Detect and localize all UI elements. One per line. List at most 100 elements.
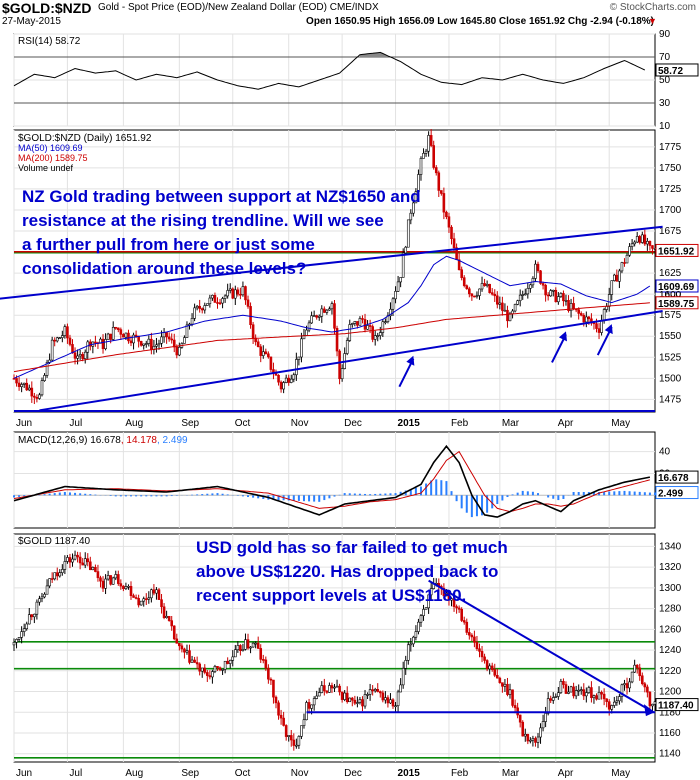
macd-histogram-bar xyxy=(318,495,321,502)
usd-candle xyxy=(574,690,578,697)
usd-frame xyxy=(13,533,656,763)
price-candle xyxy=(43,375,46,381)
price-candle xyxy=(615,274,619,282)
usd-candle xyxy=(35,601,39,615)
nzd-annotation-line: consolidation around these levels? xyxy=(22,259,306,278)
usd-candle xyxy=(236,645,240,651)
price-candle xyxy=(432,145,436,168)
usd-candle xyxy=(259,648,263,660)
macd-histogram-bar xyxy=(191,494,194,496)
usd-candle xyxy=(134,597,138,599)
usd-candle xyxy=(109,575,112,585)
price-candle xyxy=(198,305,201,309)
macd-histogram-bar xyxy=(572,492,575,496)
price-x-label: Aug xyxy=(125,418,143,429)
price-candle xyxy=(223,295,227,299)
price-candle xyxy=(633,241,636,245)
usd-candle xyxy=(188,650,191,663)
arrow-head-icon xyxy=(604,324,613,335)
macd-histogram-bar xyxy=(297,495,300,501)
price-candle xyxy=(27,387,31,391)
macd-histogram-bar xyxy=(292,495,295,501)
price-x-label: 2015 xyxy=(398,418,421,429)
price-candle xyxy=(267,353,270,358)
usd-candle xyxy=(562,681,565,685)
price-candle xyxy=(399,277,402,283)
usd-candle xyxy=(541,721,545,729)
price-candle xyxy=(345,340,349,354)
ma200-line xyxy=(13,302,650,373)
macd-histogram-bar xyxy=(89,494,92,496)
price-candle xyxy=(40,380,44,396)
usd-x-label: Dec xyxy=(344,768,362,779)
usd-candle xyxy=(89,561,92,571)
macd-histogram-bar xyxy=(43,494,46,496)
usd-x-label: Sep xyxy=(181,768,199,779)
macd-histogram-bar xyxy=(552,495,555,499)
usd-candle xyxy=(630,671,634,683)
macd-histogram-bar xyxy=(491,495,494,509)
macd-histogram-bar xyxy=(18,495,21,497)
price-candle xyxy=(630,243,634,247)
price-candle xyxy=(264,351,268,355)
usd-candle xyxy=(124,586,128,589)
macd-histogram-bar xyxy=(323,495,326,501)
usd-candle xyxy=(144,598,148,601)
usd-candle xyxy=(546,698,550,714)
usd-candle xyxy=(218,667,222,671)
usd-candle xyxy=(223,660,227,670)
usd-candle xyxy=(17,637,21,640)
price-legend-item: $GOLD:$NZD (Daily) 1651.92 xyxy=(18,133,152,144)
usd-candle xyxy=(114,574,118,579)
macd-histogram-bar xyxy=(48,493,51,496)
usd-candle xyxy=(378,691,382,694)
usd-candle xyxy=(68,557,72,563)
price-candle xyxy=(206,303,209,306)
price-candle xyxy=(53,339,56,342)
macd-histogram-bar xyxy=(84,493,87,496)
price-candle xyxy=(635,236,639,243)
macd-histogram-bar xyxy=(608,491,611,496)
usd-candle xyxy=(167,616,171,621)
usd-candle xyxy=(625,683,629,689)
usd-candle xyxy=(356,702,359,704)
price-candle xyxy=(541,283,545,286)
price-candle xyxy=(63,326,67,336)
macd-histogram-bar xyxy=(74,492,77,496)
price-tick-label: 1700 xyxy=(659,205,682,216)
macd-histogram-bar xyxy=(628,491,631,496)
usd-candle xyxy=(330,685,334,689)
macd-line xyxy=(13,444,651,518)
rsi-tick-label: 30 xyxy=(659,98,671,109)
price-candle xyxy=(366,325,369,330)
rsi-value-tag-box xyxy=(655,63,699,77)
macd-panel: 4020MACD(12,26,9) 16.678, 14.178, 2.4991… xyxy=(13,431,699,529)
usd-candle xyxy=(646,686,649,693)
usd-candle xyxy=(567,691,570,694)
usd-candle xyxy=(513,705,517,709)
price-candle xyxy=(289,378,293,383)
price-candle xyxy=(582,314,586,323)
usd-candle xyxy=(106,575,110,580)
price-candle xyxy=(129,340,133,344)
usd-candle xyxy=(648,691,652,707)
macd-histogram-bar xyxy=(603,491,606,496)
usd-candle xyxy=(307,702,311,709)
usd-candle xyxy=(272,679,275,698)
price-candle xyxy=(358,318,362,326)
macd-value-tag-box xyxy=(655,470,699,484)
usd-gold-panel: 1340 1320 1300 1280 1260 1240 1220 1200 1180 1160… xyxy=(12,533,699,779)
usd-candle xyxy=(137,598,140,606)
usd-candle xyxy=(557,692,560,697)
usd-down-trendline xyxy=(428,579,651,712)
price-candle xyxy=(134,334,138,337)
ma50-value-tag-box xyxy=(655,279,699,293)
price-candle xyxy=(498,302,502,305)
usd-candle xyxy=(328,685,331,693)
usd-candle xyxy=(38,598,41,603)
price-candle xyxy=(83,351,87,359)
rsi-line xyxy=(13,51,646,90)
usd-candle xyxy=(442,587,446,597)
chart-symbol: $GOLD:$NZD xyxy=(2,0,92,16)
usd-x-label: Feb xyxy=(451,768,469,779)
